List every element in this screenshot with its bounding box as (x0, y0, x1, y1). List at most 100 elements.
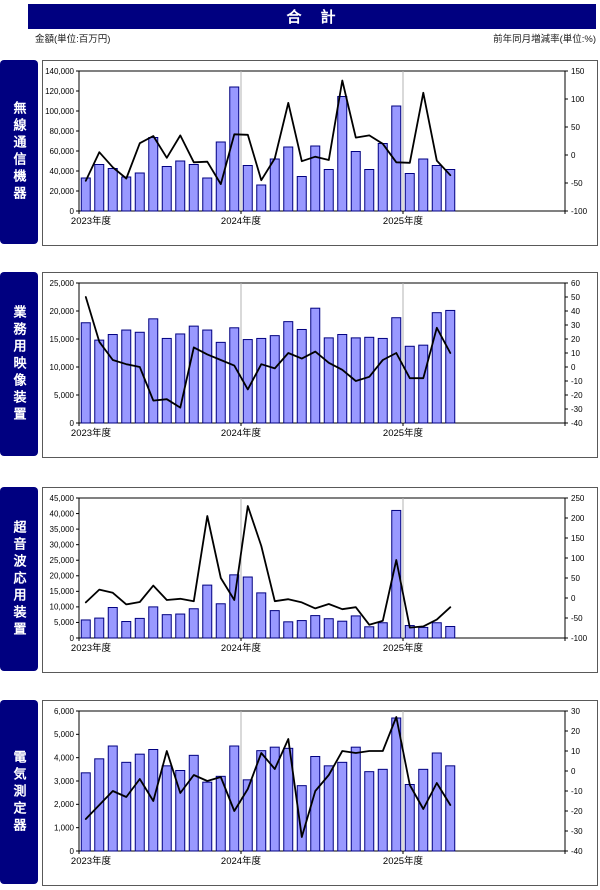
right-axis-label: 0 (571, 594, 576, 603)
left-axis-label: 20,000 (50, 572, 75, 581)
right-axis-label: 200 (571, 514, 585, 523)
amount-bar (445, 309, 456, 424)
x-axis-year-label: 2024年度 (221, 855, 262, 867)
amount-bar (134, 753, 145, 852)
amount-bar (202, 781, 213, 852)
right-axis-label: 40 (571, 307, 580, 316)
amount-bar (121, 621, 132, 639)
amount-bar (94, 339, 105, 424)
right-axis-label: -40 (571, 419, 583, 428)
amount-bar (377, 622, 388, 639)
amount-bar (364, 626, 375, 639)
sidebar-item-professional-video-equipment: 業務用映像装置 (0, 272, 38, 456)
yoy-rate-line (84, 505, 452, 629)
left-axis-label: 20,000 (50, 187, 75, 196)
amount-bar (364, 169, 375, 212)
right-axis-label: 0 (571, 767, 576, 776)
amount-bar (121, 761, 132, 852)
amount-bar (80, 177, 91, 212)
page-header: 合 計 (28, 4, 596, 29)
x-axis: 2023年度 2024年度 2025年度 (71, 638, 566, 654)
amount-bar (256, 592, 267, 639)
right-axis-label: -100 (571, 207, 588, 216)
page-title: 合 計 (286, 9, 338, 26)
chart-4-category-label: 電気測定器 (11, 749, 27, 835)
amount-bar (202, 329, 213, 424)
amount-bar (377, 143, 388, 212)
left-axis-unit-label: 金額(単位:百万円) (35, 34, 111, 45)
amount-bar (364, 336, 375, 424)
plot-area (78, 70, 566, 212)
yoy-rate-line (84, 79, 452, 185)
amount-bar (242, 339, 253, 424)
sidebar-item-electrical-measuring-instruments: 電気測定器 (0, 700, 38, 884)
right-axis-label: -40 (571, 847, 583, 856)
amount-bar (242, 576, 253, 639)
amount-bar (134, 172, 145, 212)
left-axis-label: 25,000 (50, 279, 75, 288)
amount-bar (296, 785, 307, 852)
right-axis-label: 20 (571, 727, 580, 736)
amount-bar (418, 626, 429, 639)
amount-bar (431, 165, 442, 212)
amount-bar (94, 617, 105, 639)
x-axis-year-label: 2023年度 (71, 427, 112, 439)
amount-bar (445, 765, 456, 852)
amount-bar (148, 606, 159, 639)
amount-bar (337, 761, 348, 852)
left-axis-label: 40,000 (50, 167, 75, 176)
amount-bar (269, 746, 280, 852)
amount-bar (391, 317, 402, 424)
amount-bar (364, 771, 375, 852)
right-axis-label: -30 (571, 827, 583, 836)
amount-bar (445, 625, 456, 639)
amount-bar (107, 745, 118, 852)
x-axis: 2023年度 2024年度 2025年度 (71, 423, 566, 439)
right-axis-label: 0 (571, 363, 576, 372)
amount-bar (161, 614, 172, 639)
amount-bar (269, 610, 280, 639)
amount-bar (323, 337, 334, 424)
amount-bar (323, 765, 334, 852)
amount-bar (161, 765, 172, 852)
amount-bar (445, 169, 456, 212)
right-axis-label: 50 (571, 574, 580, 583)
amount-bar (269, 335, 280, 424)
left-axis: 0 5,000 10,000 15,000 20,000 25,000 (50, 279, 79, 428)
x-axis-year-label: 2023年度 (71, 855, 112, 867)
chart-2-box: 0 5,000 10,000 15,000 20,000 25,000 -40 -30 -20-… (42, 272, 598, 458)
left-axis-label: 45,000 (50, 494, 75, 503)
amount-bar (404, 173, 415, 212)
right-axis-label: 100 (571, 95, 585, 104)
right-axis-label: -50 (571, 179, 583, 188)
amount-bar (391, 105, 402, 212)
amount-bars (80, 717, 456, 852)
amount-bar (337, 96, 348, 212)
amount-bar (80, 772, 91, 852)
right-axis-label: 150 (571, 534, 585, 543)
right-axis-label: -10 (571, 377, 583, 386)
amount-bar (391, 717, 402, 852)
right-axis-label: 10 (571, 747, 580, 756)
x-axis: 2023年度 2024年度 2025年度 (71, 211, 566, 227)
amount-bar (121, 329, 132, 424)
amount-bar (310, 145, 321, 212)
amount-bar (215, 141, 226, 212)
amount-bar (107, 334, 118, 424)
chart-3-category-label: 超音波応用装置 (11, 519, 27, 639)
chart-4-electrical-measuring-instruments: 0 1,000 2,000 3,000 4,000 5,000 6,000 -40 -30 -20… (54, 707, 583, 867)
right-axis-label: 60 (571, 279, 580, 288)
yoy-rate-line (84, 296, 452, 409)
amount-bar (188, 164, 199, 212)
amount-bar (134, 617, 145, 639)
chart-2-category-label: 業務用映像装置 (11, 304, 27, 424)
amount-bar (418, 344, 429, 424)
amount-bar (94, 164, 105, 212)
amount-bar (175, 333, 186, 424)
amount-bar (229, 327, 240, 424)
right-axis: -100 -50 0 50 100 150 (565, 67, 588, 216)
x-axis-year-label: 2024年度 (221, 642, 262, 654)
left-axis-label: 35,000 (50, 525, 75, 534)
left-axis: 0 1,000 2,000 3,000 4,000 5,000 6,000 (54, 707, 79, 856)
